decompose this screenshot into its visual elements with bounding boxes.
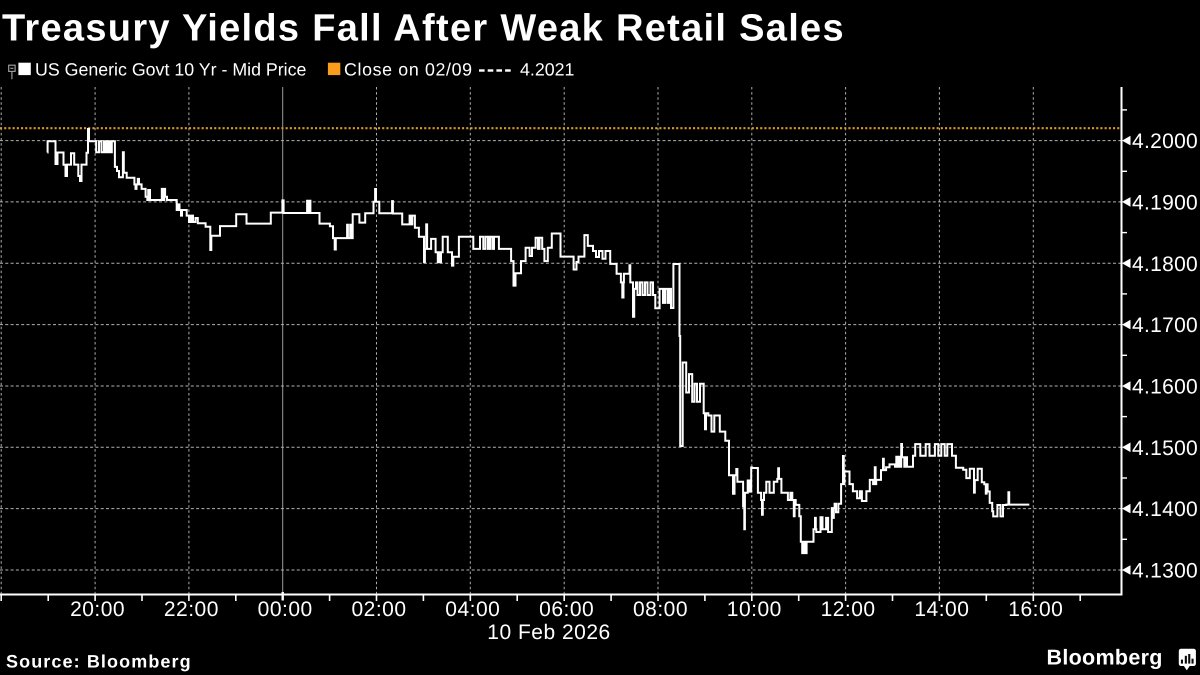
svg-text:10:00: 10:00 (727, 598, 782, 621)
svg-text:4.1900: 4.1900 (1132, 191, 1198, 214)
svg-text:20:00: 20:00 (70, 598, 125, 621)
svg-text:16:00: 16:00 (1008, 598, 1063, 621)
svg-text:08:00: 08:00 (633, 598, 688, 621)
svg-text:4.1600: 4.1600 (1132, 376, 1198, 399)
svg-text:Source: Bloomberg: Source: Bloomberg (6, 652, 192, 672)
svg-text:4.1500: 4.1500 (1132, 437, 1198, 460)
svg-text:02:00: 02:00 (351, 598, 406, 621)
svg-text:12:00: 12:00 (821, 598, 876, 621)
svg-text:US Generic Govt 10 Yr - Mid Pr: US Generic Govt 10 Yr - Mid Price (35, 60, 307, 80)
svg-text:4.1800: 4.1800 (1132, 253, 1198, 276)
svg-text:00:00: 00:00 (258, 598, 313, 621)
svg-text:Treasury Yields Fall After Wea: Treasury Yields Fall After Weak Retail S… (2, 8, 845, 50)
svg-text:Bloomberg: Bloomberg (1047, 646, 1163, 670)
svg-text:22:00: 22:00 (164, 598, 219, 621)
svg-text:4.1700: 4.1700 (1132, 314, 1198, 337)
svg-text:4.2021: 4.2021 (520, 60, 574, 80)
svg-text:4.2000: 4.2000 (1132, 130, 1198, 153)
svg-text:Close on 02/09: Close on 02/09 (344, 60, 473, 80)
svg-text:4.1400: 4.1400 (1132, 498, 1198, 521)
svg-text:10 Feb 2026: 10 Feb 2026 (487, 621, 610, 644)
svg-text:06:00: 06:00 (539, 598, 594, 621)
svg-text:4.1300: 4.1300 (1132, 560, 1198, 583)
svg-text:04:00: 04:00 (445, 598, 500, 621)
svg-text:14:00: 14:00 (914, 598, 969, 621)
